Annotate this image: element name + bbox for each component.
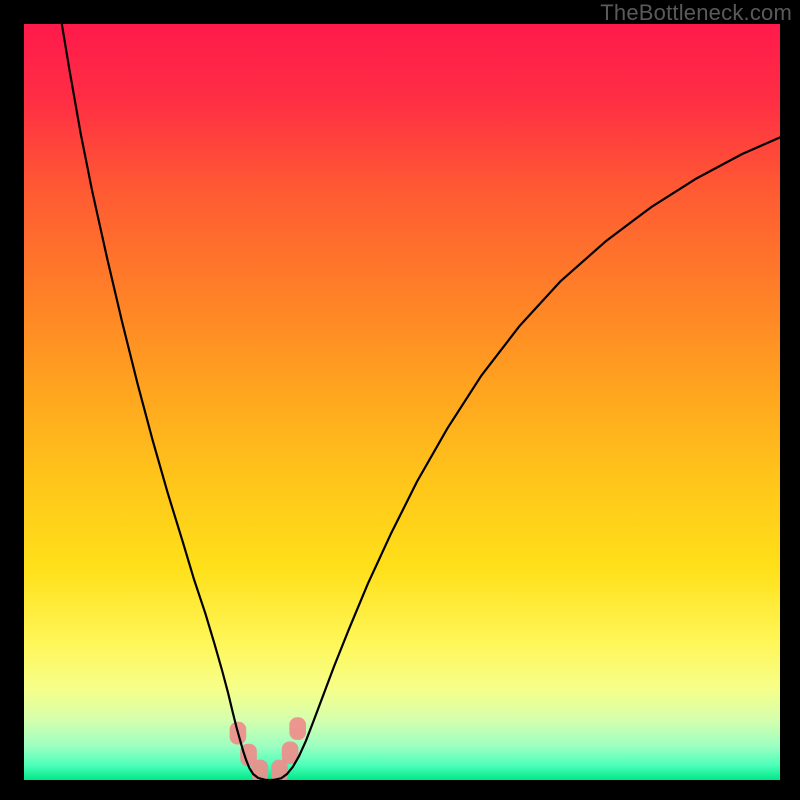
plot-area bbox=[24, 24, 780, 780]
chart-svg bbox=[24, 24, 780, 780]
watermark-text: TheBottleneck.com bbox=[600, 0, 792, 26]
curve-marker bbox=[289, 717, 306, 740]
curve-marker bbox=[252, 760, 269, 780]
gradient-background bbox=[24, 24, 780, 780]
